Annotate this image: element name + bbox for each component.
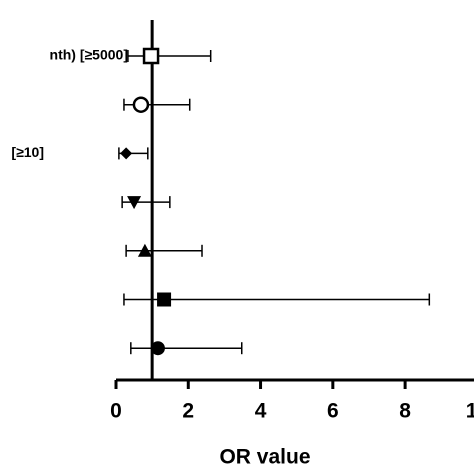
x-tick-label: 6 (327, 400, 339, 423)
x-tick-label: 8 (399, 400, 411, 423)
point (142, 47, 160, 65)
point (132, 96, 150, 113)
point (137, 243, 152, 257)
x-axis-label: OR value (219, 446, 310, 469)
point (157, 292, 172, 307)
point (150, 341, 165, 356)
point (120, 147, 133, 160)
x-tick-label: 10 (466, 400, 474, 423)
category-label: [≥10] (11, 144, 44, 160)
x-tick-label: 0 (110, 400, 122, 423)
category-label: nth) [≥5000] (50, 47, 128, 63)
x-tick-label: 2 (182, 400, 194, 423)
point (127, 196, 142, 210)
x-tick-label: 4 (255, 400, 267, 423)
